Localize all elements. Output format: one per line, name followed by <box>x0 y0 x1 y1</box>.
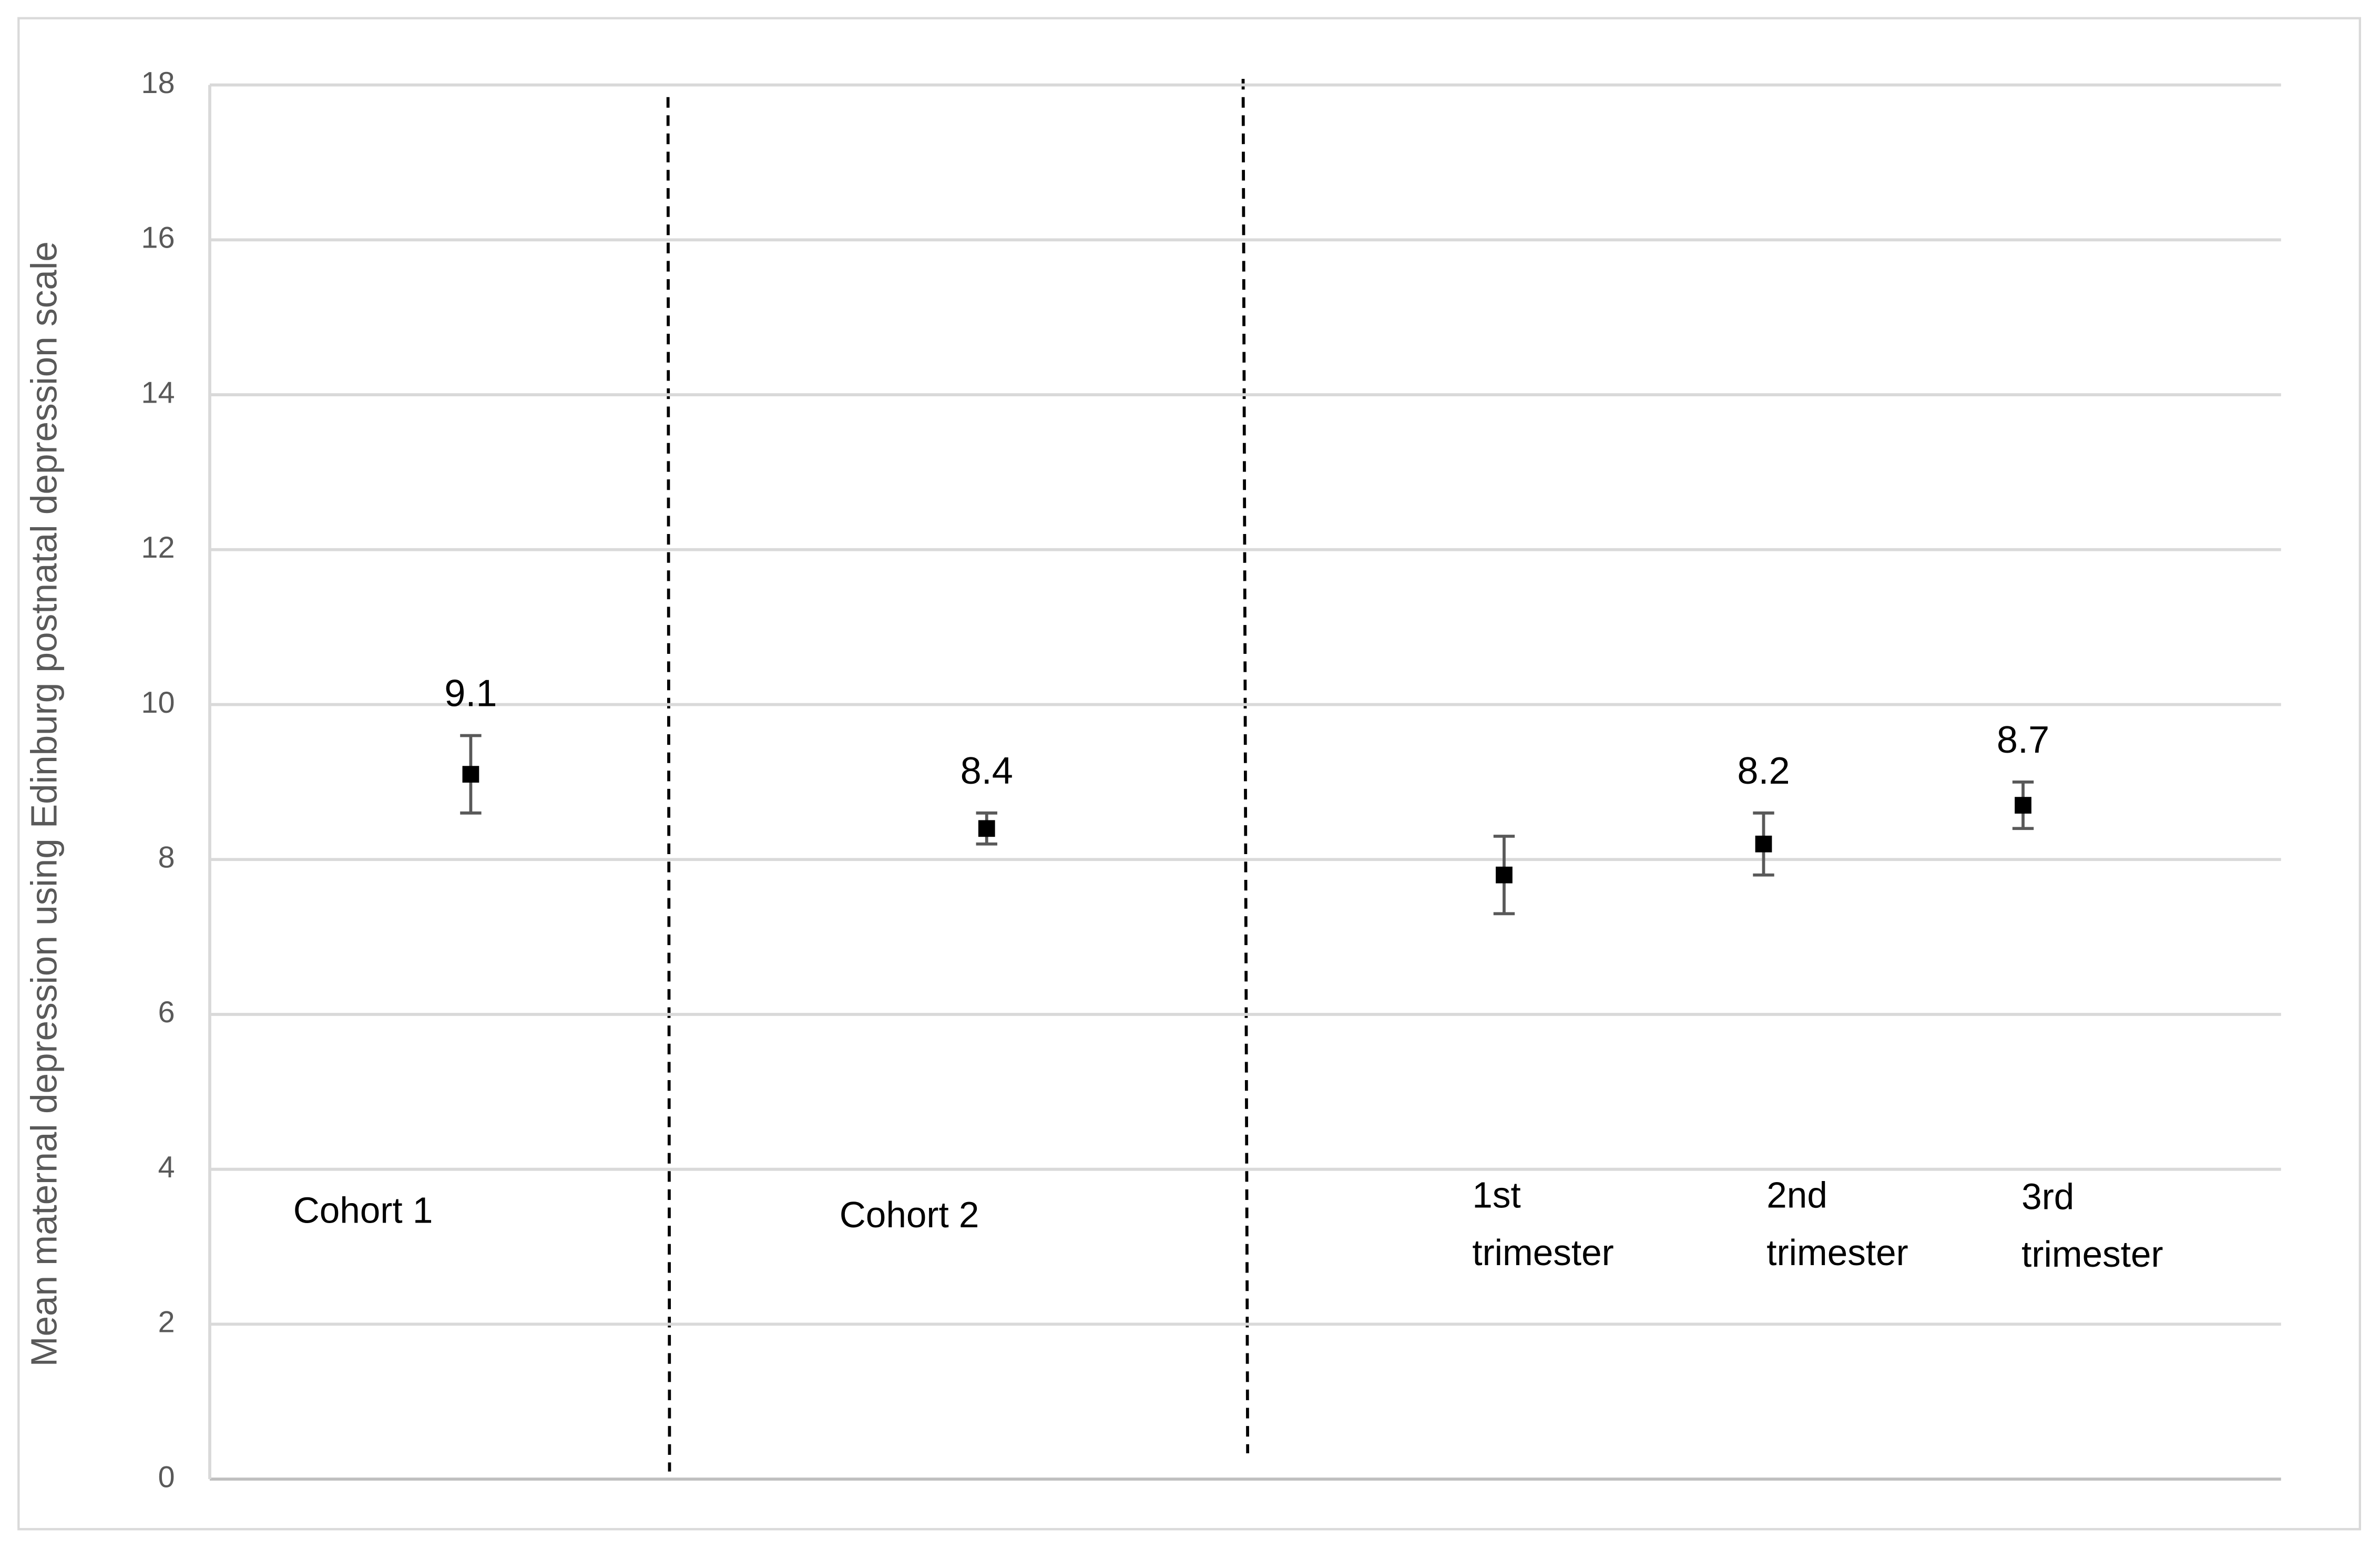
y-tick-label: 0 <box>158 1460 175 1494</box>
y-tick-label: 12 <box>141 531 175 564</box>
y-tick-label: 4 <box>158 1151 175 1184</box>
marker <box>1755 835 1772 853</box>
y-tick-label: 8 <box>158 840 175 874</box>
y-tick-label: 2 <box>158 1306 175 1339</box>
category-label: 1st trimester <box>1472 1175 1614 1275</box>
y-tick-label: 18 <box>141 66 175 100</box>
marker <box>1496 866 1513 884</box>
y-tick-label: 16 <box>141 221 175 255</box>
category-label: 2nd trimester <box>1766 1175 1908 1275</box>
marker <box>978 820 995 837</box>
category-label-box: 2nd trimester <box>1766 1175 1908 1275</box>
y-axis-title-box: Mean maternal depression using Edinburg … <box>24 241 66 1367</box>
category-label-box: 3rd trimester <box>2021 1177 2163 1276</box>
y-tick-label: 14 <box>141 376 175 409</box>
y-tick-label: 10 <box>141 686 175 720</box>
category-label: Cohort 1 <box>293 1190 433 1232</box>
category-label: 3rd trimester <box>2021 1177 2163 1276</box>
y-axis-title: Mean maternal depression using Edinburg … <box>24 241 66 1367</box>
marker <box>462 766 479 783</box>
marker <box>2015 797 2031 814</box>
data-label: 8.2 <box>1737 750 1790 792</box>
data-label: 8.4 <box>961 750 1013 792</box>
data-label: 9.1 <box>444 672 497 714</box>
data-label: 8.7 <box>1997 719 2049 761</box>
chart-border <box>17 17 2361 1531</box>
category-label-box: Cohort 1 <box>293 1190 433 1232</box>
category-label-box: Cohort 2 <box>839 1195 979 1237</box>
y-tick-label: 6 <box>158 995 175 1029</box>
category-label-box: 1st trimester <box>1472 1175 1614 1275</box>
category-label: Cohort 2 <box>839 1195 979 1237</box>
